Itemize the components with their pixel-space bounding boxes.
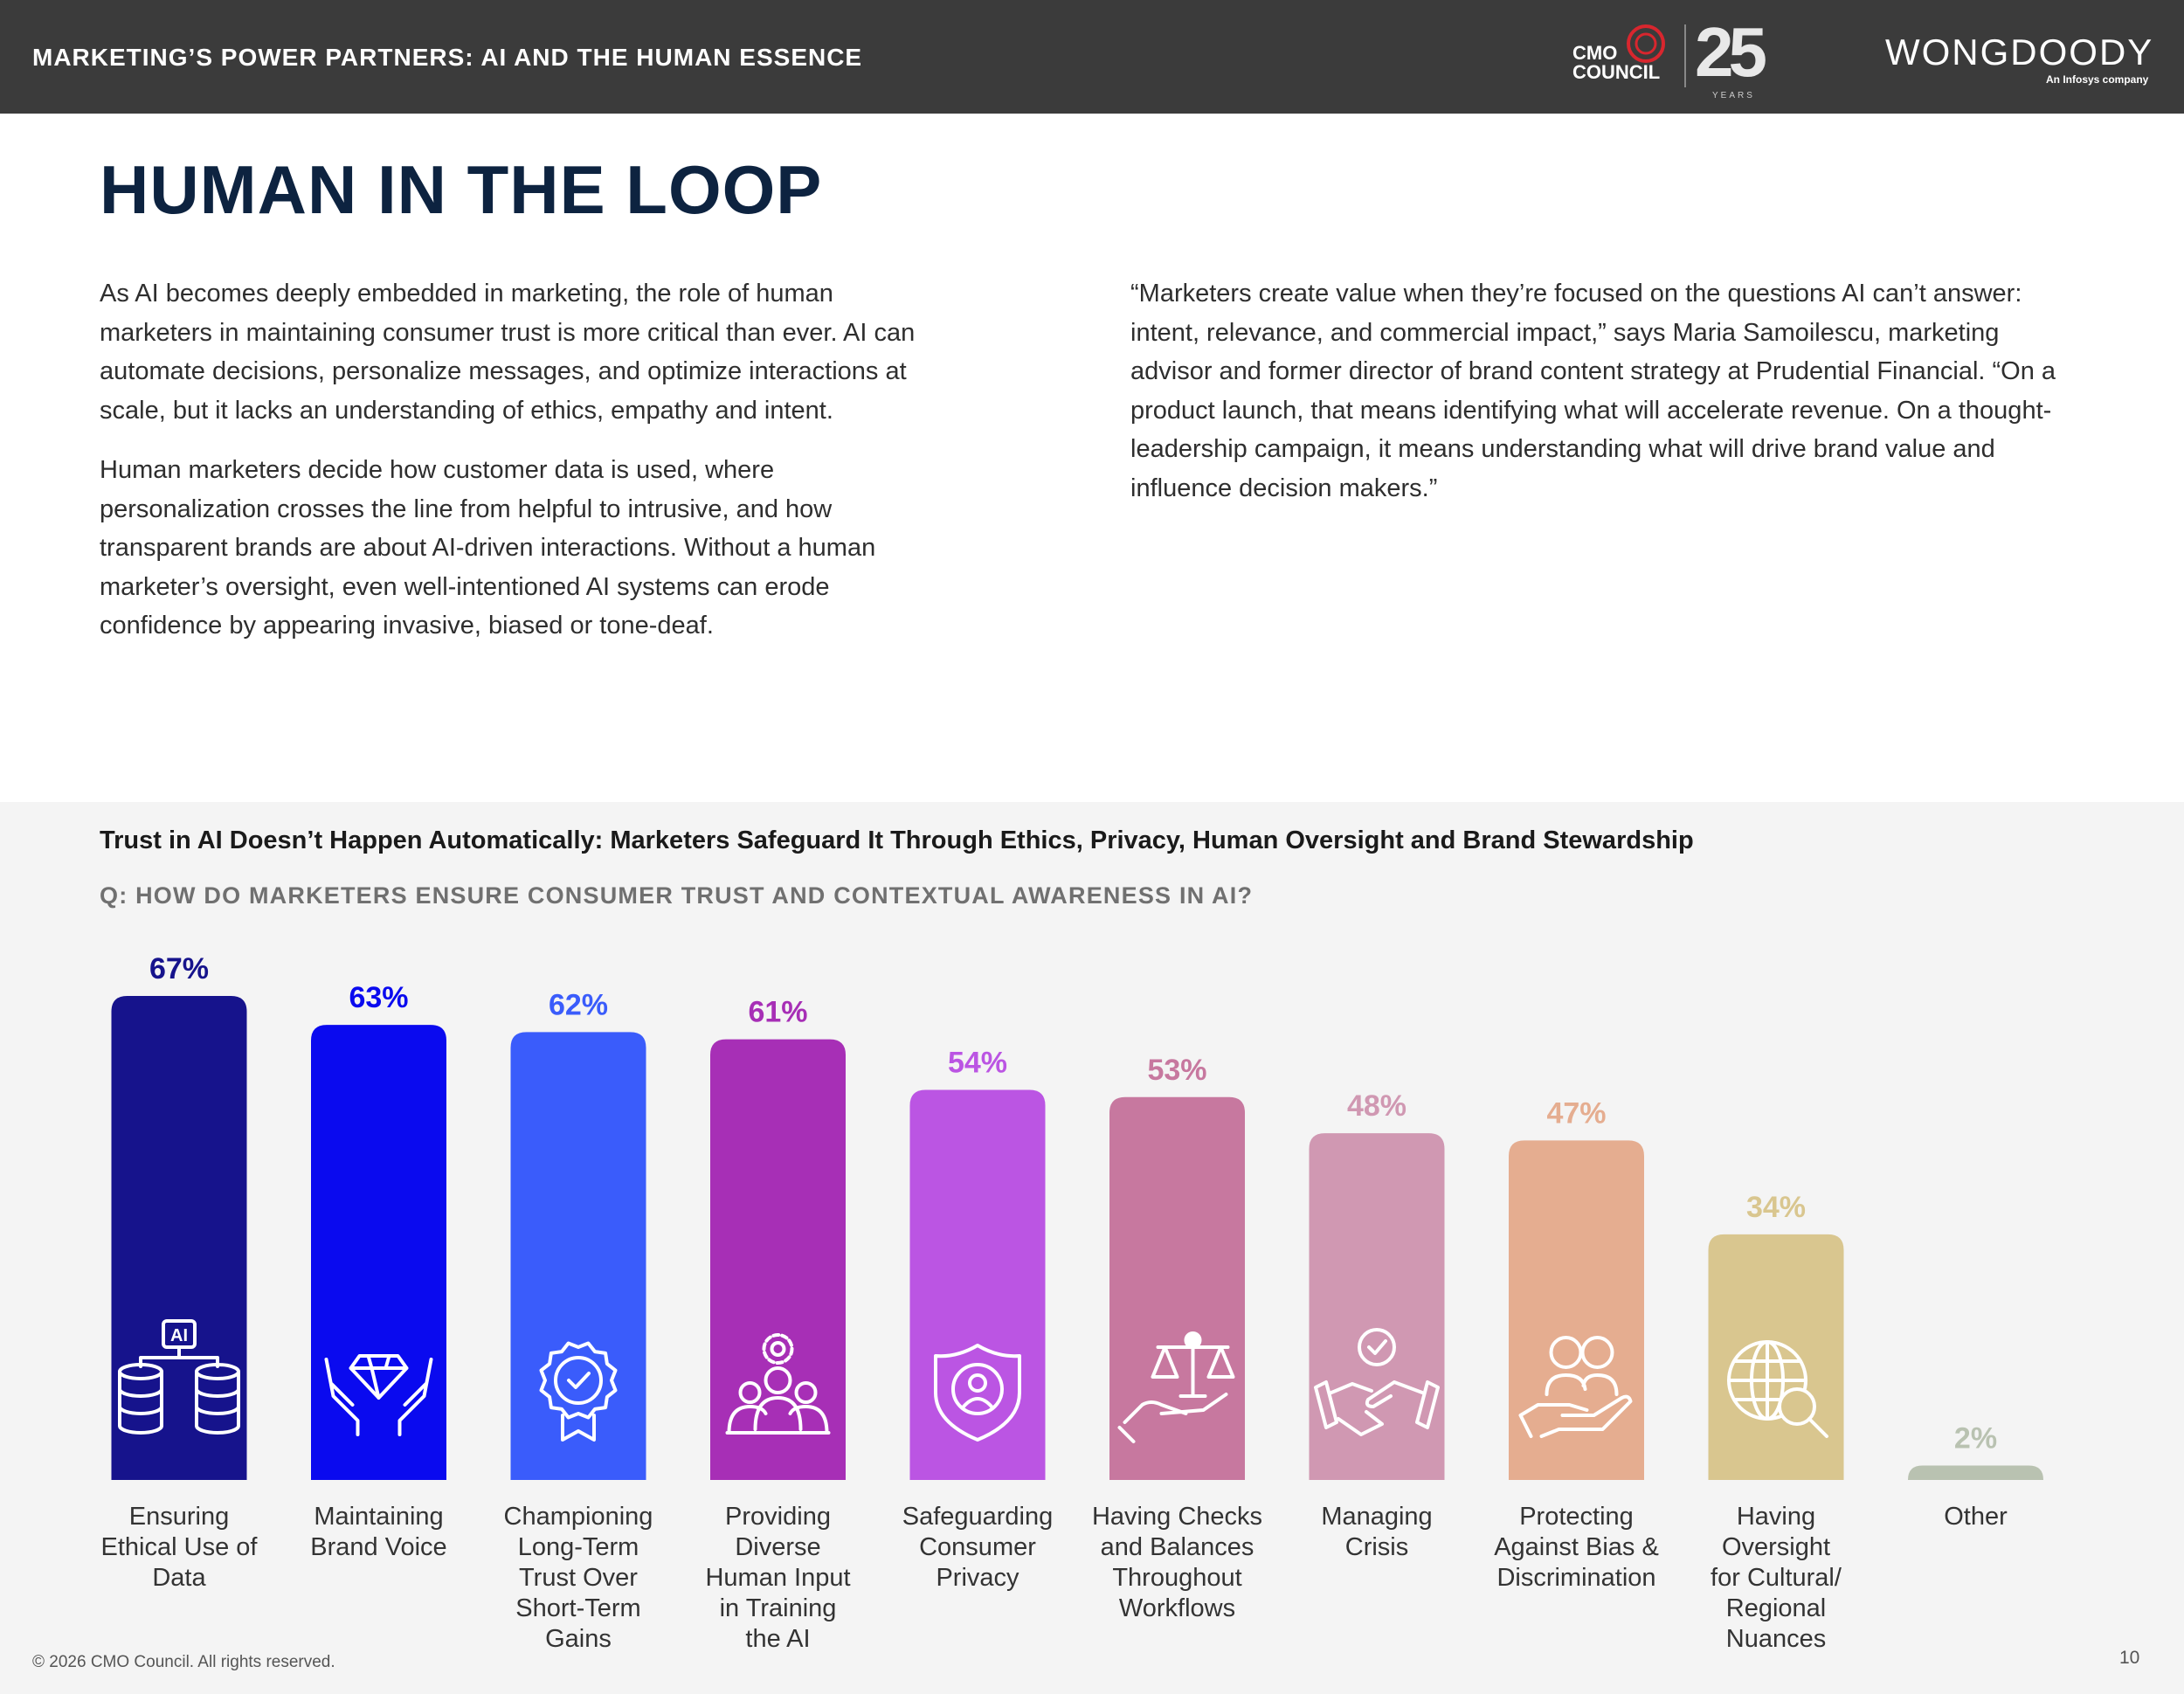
- bar-7: [1309, 1133, 1445, 1480]
- copyright: © 2026 CMO Council. All rights reserved.: [32, 1653, 335, 1671]
- top-banner: MARKETING’S POWER PARTNERS: AI AND THE H…: [0, 0, 2184, 114]
- ai-data-icon: AI: [118, 1319, 240, 1435]
- bar-2: [311, 1025, 446, 1480]
- category-label-3: Championing Long-Term Trust Over Short-Term…: [504, 1503, 653, 1653]
- category-label-2: Maintaining Brand Voice: [310, 1503, 446, 1561]
- anniversary-25: 25: [1695, 13, 1767, 91]
- shield-user-icon: [934, 1344, 1021, 1442]
- award-badge-icon: [539, 1341, 618, 1442]
- intro-paragraph-1: As AI becomes deeply embedded in marketi…: [100, 280, 916, 425]
- bar-6: [1109, 1096, 1245, 1480]
- value-label-7: 48%: [1347, 1089, 1406, 1123]
- bar-4: [710, 1039, 846, 1480]
- value-label-9: 34%: [1746, 1191, 1806, 1224]
- report-title: MARKETING’S POWER PARTNERS: AI AND THE H…: [32, 44, 863, 71]
- category-label-6: Having Checks and Balances Throughout Workf…: [1092, 1503, 1262, 1622]
- category-label-9: Having Oversight for Cultural/Regional Nuan…: [1711, 1503, 1842, 1653]
- cmo-circles-icon: [1627, 24, 1665, 63]
- hands-diamond-icon: [324, 1354, 433, 1436]
- category-label-8: Protecting Against Bias & Discrimination: [1494, 1503, 1659, 1592]
- category-label-7: Managing Crisis: [1321, 1503, 1432, 1561]
- chart-question: Q: HOW DO MARKETERS ENSURE CONSUMER TRUS…: [100, 882, 1254, 909]
- value-label-3: 62%: [549, 988, 608, 1021]
- category-label-4: Providing Diverse Human Input in Training th…: [705, 1503, 850, 1653]
- category-label-1: Ensuring Ethical Use of Data: [101, 1503, 259, 1592]
- wongdoody-logo: WONGDOODY: [1885, 31, 2154, 73]
- diverse-people-icon: [725, 1333, 831, 1435]
- cmo-council-text: CMO COUNCIL: [1572, 42, 1661, 83]
- value-label-2: 63%: [349, 981, 408, 1014]
- svg-text:AI: AI: [170, 1326, 188, 1345]
- value-label-5: 54%: [948, 1046, 1007, 1079]
- handshake-check-icon: [1314, 1328, 1440, 1436]
- intro-paragraph-2: Human marketers decide how customer data…: [100, 456, 876, 640]
- page-title: HUMAN IN THE LOOP: [100, 151, 823, 228]
- scales-hand-icon: [1117, 1331, 1235, 1443]
- hand-people-icon: [1518, 1336, 1633, 1438]
- value-label-1: 67%: [149, 952, 209, 985]
- bar-10: [1908, 1465, 2043, 1480]
- anniversary-years: YEARS: [1712, 91, 1755, 100]
- value-label-10: 2%: [1954, 1421, 1997, 1455]
- bar-9: [1708, 1234, 1844, 1480]
- chart-title: Trust in AI Doesn’t Happen Automatically…: [100, 826, 1694, 854]
- pull-quote: “Marketers create value when they’re foc…: [1130, 280, 2056, 502]
- wongdoody-sub: An Infosys company: [2046, 73, 2149, 86]
- category-label-10: Other: [1944, 1503, 2008, 1531]
- value-label-8: 47%: [1546, 1096, 1606, 1130]
- bar-1: [111, 996, 247, 1480]
- page-number: 10: [2119, 1648, 2140, 1668]
- bar-5: [909, 1089, 1046, 1480]
- cmo-council-logo: CMO COUNCIL 25 YEARS: [1572, 14, 1782, 107]
- value-label-4: 61%: [748, 996, 807, 1029]
- intro-column: As AI becomes deeply embedded in marketi…: [100, 274, 921, 667]
- bar-8: [1509, 1140, 1644, 1480]
- quote-column: “Marketers create value when they’re foc…: [1130, 274, 2056, 529]
- logo-divider: [1684, 24, 1686, 87]
- globe-search-icon: [1727, 1340, 1828, 1438]
- value-label-6: 53%: [1147, 1054, 1206, 1087]
- category-label-5: Safeguarding Consumer Privacy: [902, 1503, 1054, 1592]
